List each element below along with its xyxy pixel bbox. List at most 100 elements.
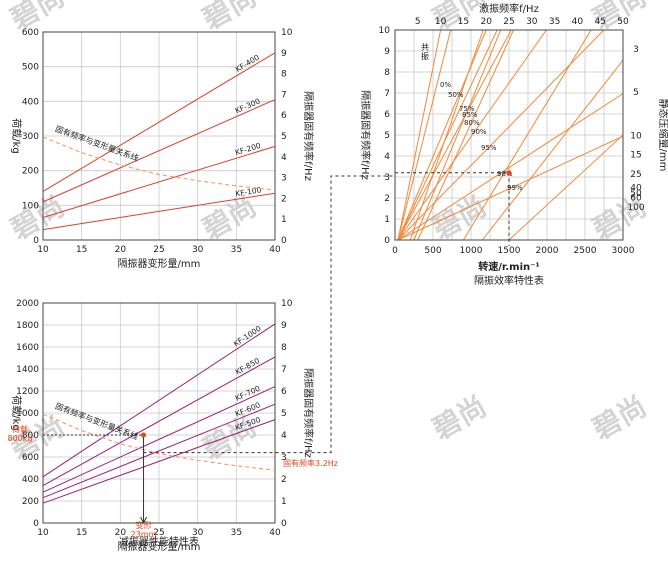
x-tick-label: 25: [153, 528, 164, 538]
y-right-tick-label: 3: [281, 174, 287, 184]
y-left-tick-label: 1400: [16, 365, 39, 375]
resonance-label: 共振: [421, 43, 429, 61]
y-right-tick-label: 4: [281, 153, 287, 163]
frequency-curve: [42, 136, 276, 191]
y-left-tick-label: 600: [22, 453, 39, 463]
y-left-tick-label: 7: [384, 89, 390, 99]
load-line-kf-850: [42, 356, 276, 487]
y-right-tick-label: 9: [281, 321, 287, 331]
top-tick-label: 15: [458, 17, 469, 27]
x-tick-label: 30: [192, 245, 204, 255]
top-tick-label: 50: [617, 17, 629, 27]
efficiency-line: [397, 30, 442, 240]
right-tick-label: 40: [630, 184, 642, 194]
x-tick-label: 1500: [498, 246, 521, 256]
y-left-tick-label: 2: [384, 194, 390, 204]
x-tick-label: 35: [231, 245, 242, 255]
plot-frame: [42, 302, 276, 524]
right-tick-label: 15: [630, 151, 641, 161]
frequency-curve: [42, 413, 276, 471]
efficiency-label: 50%: [448, 91, 464, 99]
x-tick-label: 40: [269, 528, 281, 538]
y-right-axis-label: 静态压缩量/mm: [657, 99, 668, 172]
series-label: KF-300: [234, 96, 262, 115]
y-right-tick-label: 7: [281, 365, 287, 375]
load-line-kf-100: [42, 192, 276, 231]
y-left-tick-label: 0: [33, 519, 39, 529]
load-line-kf-200: [42, 145, 276, 218]
y-left-tick-label: 600: [22, 28, 39, 38]
x-tick-label: 15: [76, 528, 87, 538]
y-left-tick-label: 300: [22, 132, 39, 142]
y-right-tick-label: 10: [281, 299, 293, 309]
top-tick-label: 35: [549, 17, 560, 27]
y-right-tick-label: 8: [281, 70, 287, 80]
right-tick-label: 5: [633, 88, 639, 98]
x-axis-label: 转速/r.min⁻¹: [478, 260, 540, 273]
y-right-tick-label: 1: [281, 215, 287, 225]
load-line-kf-600: [42, 403, 276, 499]
y-left-axis-label: 荷载/kg: [10, 118, 22, 154]
x-axis-label: 隔振器变形量/mm: [118, 540, 201, 553]
x-tick-label: 15: [76, 245, 87, 255]
y-left-tick-label: 500: [22, 63, 39, 73]
y-right-axis-label: 隔振器固有频率f/Hz: [302, 91, 315, 181]
right-tick-label: 25: [630, 170, 641, 180]
top-axis-label: 激振频率f/Hz: [479, 2, 539, 15]
y-left-tick-label: 4: [384, 152, 390, 162]
x-tick-label: 10: [37, 528, 49, 538]
y-right-tick-label: 5: [281, 132, 287, 142]
top-tick-label: 25: [503, 17, 514, 27]
efficiency-line: [397, 30, 512, 240]
y-left-tick-label: 0: [33, 236, 39, 246]
arrow-down: [140, 516, 147, 525]
top-tick-label: 20: [480, 17, 492, 27]
y-right-tick-label: 2: [281, 475, 287, 485]
efficiency-line: [417, 30, 515, 240]
svg-text:共: 共: [421, 43, 429, 52]
y-left-tick-label: 2000: [16, 299, 39, 309]
y-right-tick-label: 10: [281, 28, 293, 38]
load-line-kf-300: [42, 99, 276, 203]
efficiency-label: 98%: [497, 170, 513, 178]
watermark-text: 碧尚: [196, 0, 262, 37]
y-left-tick-label: 200: [22, 167, 39, 177]
y-left-tick-label: 1: [384, 215, 390, 225]
x-tick-label: 30: [192, 528, 204, 538]
top-tick-label: 40: [572, 17, 584, 27]
y-left-tick-label: 5: [384, 131, 390, 141]
efficiency-line: [409, 30, 484, 240]
y-right-tick-label: 2: [281, 194, 287, 204]
y-right-tick-label: 1: [281, 497, 287, 507]
y-left-tick-label: 6: [384, 110, 390, 120]
y-left-tick-label: 200: [22, 497, 39, 507]
y-left-axis-label: 荷载/kg: [10, 395, 22, 431]
x-tick-label: 35: [231, 528, 242, 538]
efficiency-line: [397, 135, 623, 240]
watermark-text: 碧尚: [586, 389, 652, 446]
x-tick-label: 3000: [612, 246, 635, 256]
y-right-tick-label: 6: [281, 387, 287, 397]
top-tick-label: 30: [526, 17, 538, 27]
x-axis-label: 隔振器变形量/mm: [118, 257, 201, 270]
x-tick-label: 500: [424, 246, 441, 256]
y-left-tick-label: 1600: [16, 343, 39, 353]
efficiency-line: [482, 59, 623, 240]
y-right-tick-label: 0: [281, 519, 287, 529]
y-right-tick-label: 5: [281, 409, 287, 419]
efficiency-line: [397, 30, 452, 240]
y-left-tick-label: 400: [22, 97, 39, 107]
x-tick-label: 2000: [536, 246, 559, 256]
operating-point-marker: [141, 432, 147, 438]
y-right-tick-label: 0: [281, 236, 287, 246]
y-left-tick-label: 0: [384, 236, 390, 246]
x-tick-label: 20: [115, 528, 127, 538]
right-tick-label: 10: [630, 131, 642, 141]
right-tick-label: 3: [633, 45, 639, 55]
top-tick-label: 45: [594, 17, 605, 27]
efficiency-label: 99%: [507, 184, 523, 192]
efficiency-line: [462, 30, 592, 240]
efficiency-label: 80%: [464, 119, 480, 127]
